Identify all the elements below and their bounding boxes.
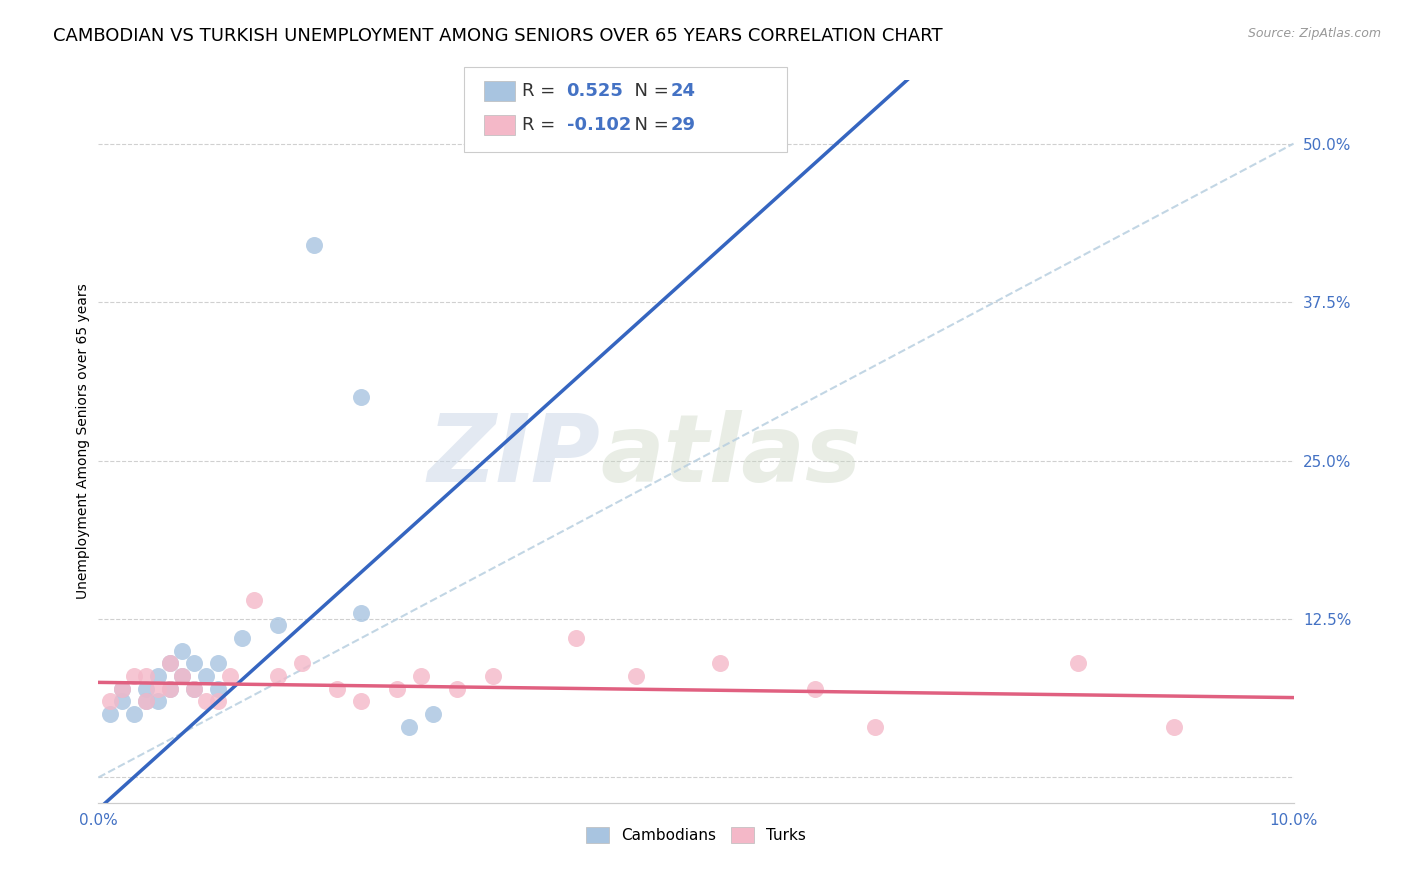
Text: -0.102: -0.102 (567, 116, 631, 134)
Point (159, 657, 181, 671)
Point (326, 681, 349, 696)
Point (148, 681, 170, 696)
Point (219, 669, 242, 683)
Point (422, 707, 444, 722)
Point (865, 720, 887, 734)
Y-axis label: Unemployment Among Seniors over 65 years: Unemployment Among Seniors over 65 years (76, 284, 90, 599)
Legend: Cambodians, Turks: Cambodians, Turks (579, 822, 813, 849)
Point (135, 669, 157, 683)
Point (195, 694, 218, 708)
Point (159, 681, 181, 696)
Point (446, 681, 468, 696)
Text: CAMBODIAN VS TURKISH UNEMPLOYMENT AMONG SENIORS OVER 65 YEARS CORRELATION CHART: CAMBODIAN VS TURKISH UNEMPLOYMENT AMONG … (53, 27, 943, 45)
Point (207, 657, 229, 671)
Point (350, 694, 373, 708)
Point (111, 681, 134, 696)
Text: 29: 29 (671, 116, 696, 134)
Point (1163, 720, 1185, 734)
Point (565, 631, 588, 645)
Point (172, 669, 194, 683)
Point (207, 681, 229, 696)
Point (350, 390, 373, 404)
Text: N =: N = (623, 82, 675, 100)
Point (385, 681, 409, 696)
Text: 0.525: 0.525 (567, 82, 623, 100)
Point (148, 669, 170, 683)
Point (1067, 657, 1090, 671)
Point (709, 657, 731, 671)
Point (111, 694, 134, 708)
Point (291, 657, 314, 671)
Point (111, 681, 134, 696)
Text: ZIP: ZIP (427, 410, 600, 502)
Point (172, 643, 194, 657)
Point (231, 631, 253, 645)
Point (124, 707, 146, 722)
Point (804, 681, 827, 696)
Point (135, 694, 157, 708)
Point (626, 669, 648, 683)
Point (267, 618, 290, 632)
Point (159, 657, 181, 671)
Point (411, 669, 433, 683)
Point (183, 657, 205, 671)
Point (159, 681, 181, 696)
Point (148, 694, 170, 708)
Point (398, 720, 420, 734)
Point (172, 669, 194, 683)
Point (135, 681, 157, 696)
Point (98, 707, 122, 722)
Text: 24: 24 (671, 82, 696, 100)
Text: R =: R = (522, 82, 567, 100)
Text: N =: N = (623, 116, 675, 134)
Point (135, 694, 157, 708)
Point (195, 669, 218, 683)
Point (482, 669, 505, 683)
Text: atlas: atlas (600, 410, 862, 502)
Point (350, 606, 373, 620)
Point (243, 593, 266, 607)
Point (267, 669, 290, 683)
Text: Source: ZipAtlas.com: Source: ZipAtlas.com (1247, 27, 1381, 40)
Point (98, 694, 122, 708)
Point (183, 681, 205, 696)
Point (124, 669, 146, 683)
Point (183, 681, 205, 696)
Point (207, 694, 229, 708)
Text: R =: R = (522, 116, 561, 134)
Point (302, 238, 325, 252)
